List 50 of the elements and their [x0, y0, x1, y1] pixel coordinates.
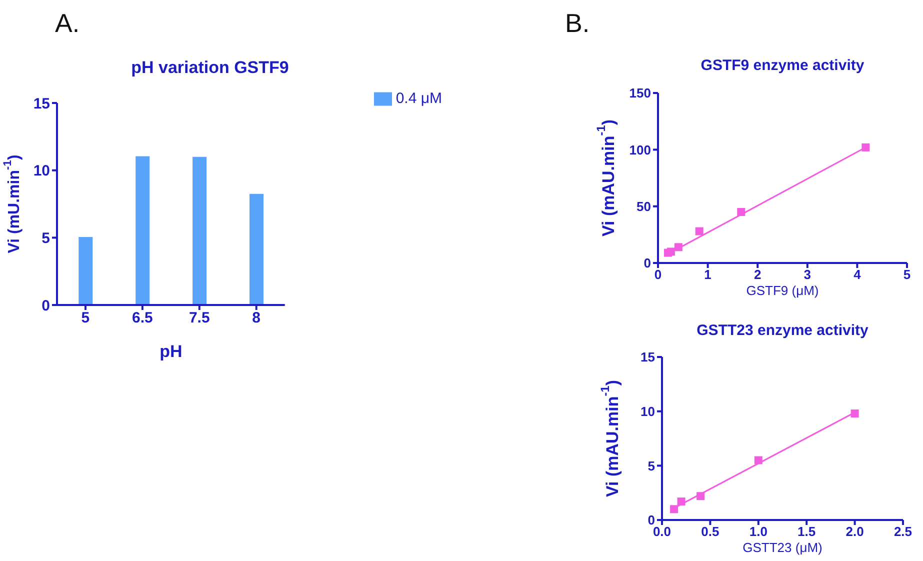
y-tick-label: 100 — [629, 142, 651, 158]
x-tick-label: 0.0 — [652, 524, 672, 540]
chart-title: pH variation GSTF9 — [130, 58, 290, 78]
y-tick-label: 5 — [42, 230, 50, 247]
point — [862, 143, 870, 152]
text: A. — [55, 8, 80, 39]
y-tick-label: 150 — [629, 86, 651, 101]
y-tick-label: 0 — [644, 256, 651, 271]
y-tick-label: 15 — [33, 95, 50, 112]
point — [754, 456, 762, 464]
point — [695, 227, 704, 236]
x-tick-label: 2.0 — [846, 524, 864, 540]
x-tick-label: 5 — [81, 310, 90, 327]
x-tick-label: 1.0 — [749, 524, 768, 540]
chart-title: GSTF9 enzyme activity — [700, 57, 866, 74]
y-tick-label: 5 — [648, 458, 655, 474]
chart-title: GSTT23 enzyme activity — [696, 322, 870, 339]
x-tick-label: 4 — [854, 267, 862, 282]
x-tick-label: 3 — [804, 267, 812, 282]
y-tick-label: 10 — [33, 162, 50, 180]
x-tick-label: 2.5 — [894, 524, 912, 540]
x-tick-label: 1.5 — [798, 524, 816, 540]
y-tick-label: 15 — [640, 350, 655, 365]
point — [666, 248, 675, 256]
y-tick-label: 0 — [648, 512, 655, 528]
bar — [250, 194, 264, 305]
x-tick-label: 1 — [704, 267, 712, 282]
text: B. — [565, 8, 590, 39]
bar — [78, 236, 93, 305]
point — [670, 505, 678, 514]
bar — [192, 156, 207, 305]
point — [737, 208, 746, 216]
x-tick-label: 8 — [252, 310, 261, 327]
y-tick-label: 50 — [636, 198, 651, 214]
point — [674, 243, 682, 252]
x-axis-title: pH — [160, 342, 182, 361]
x-tick-label: 0.5 — [701, 524, 720, 540]
y-tick-label: 10 — [640, 404, 655, 419]
bar — [136, 156, 150, 305]
point — [696, 492, 705, 500]
x-tick-label: 5 — [903, 267, 911, 282]
x-tick-label: 2 — [754, 267, 762, 282]
y-tick-label: 0 — [42, 297, 50, 314]
x-tick-label: 7.5 — [188, 310, 210, 327]
legend-label: 0.4 μM — [396, 90, 442, 107]
x-axis-title: GSTF9 (μM) — [746, 283, 819, 298]
point — [677, 498, 686, 506]
x-axis-title: GSTT23 (μM) — [742, 540, 822, 555]
point — [850, 410, 859, 418]
x-tick-label: 6.5 — [132, 310, 153, 327]
